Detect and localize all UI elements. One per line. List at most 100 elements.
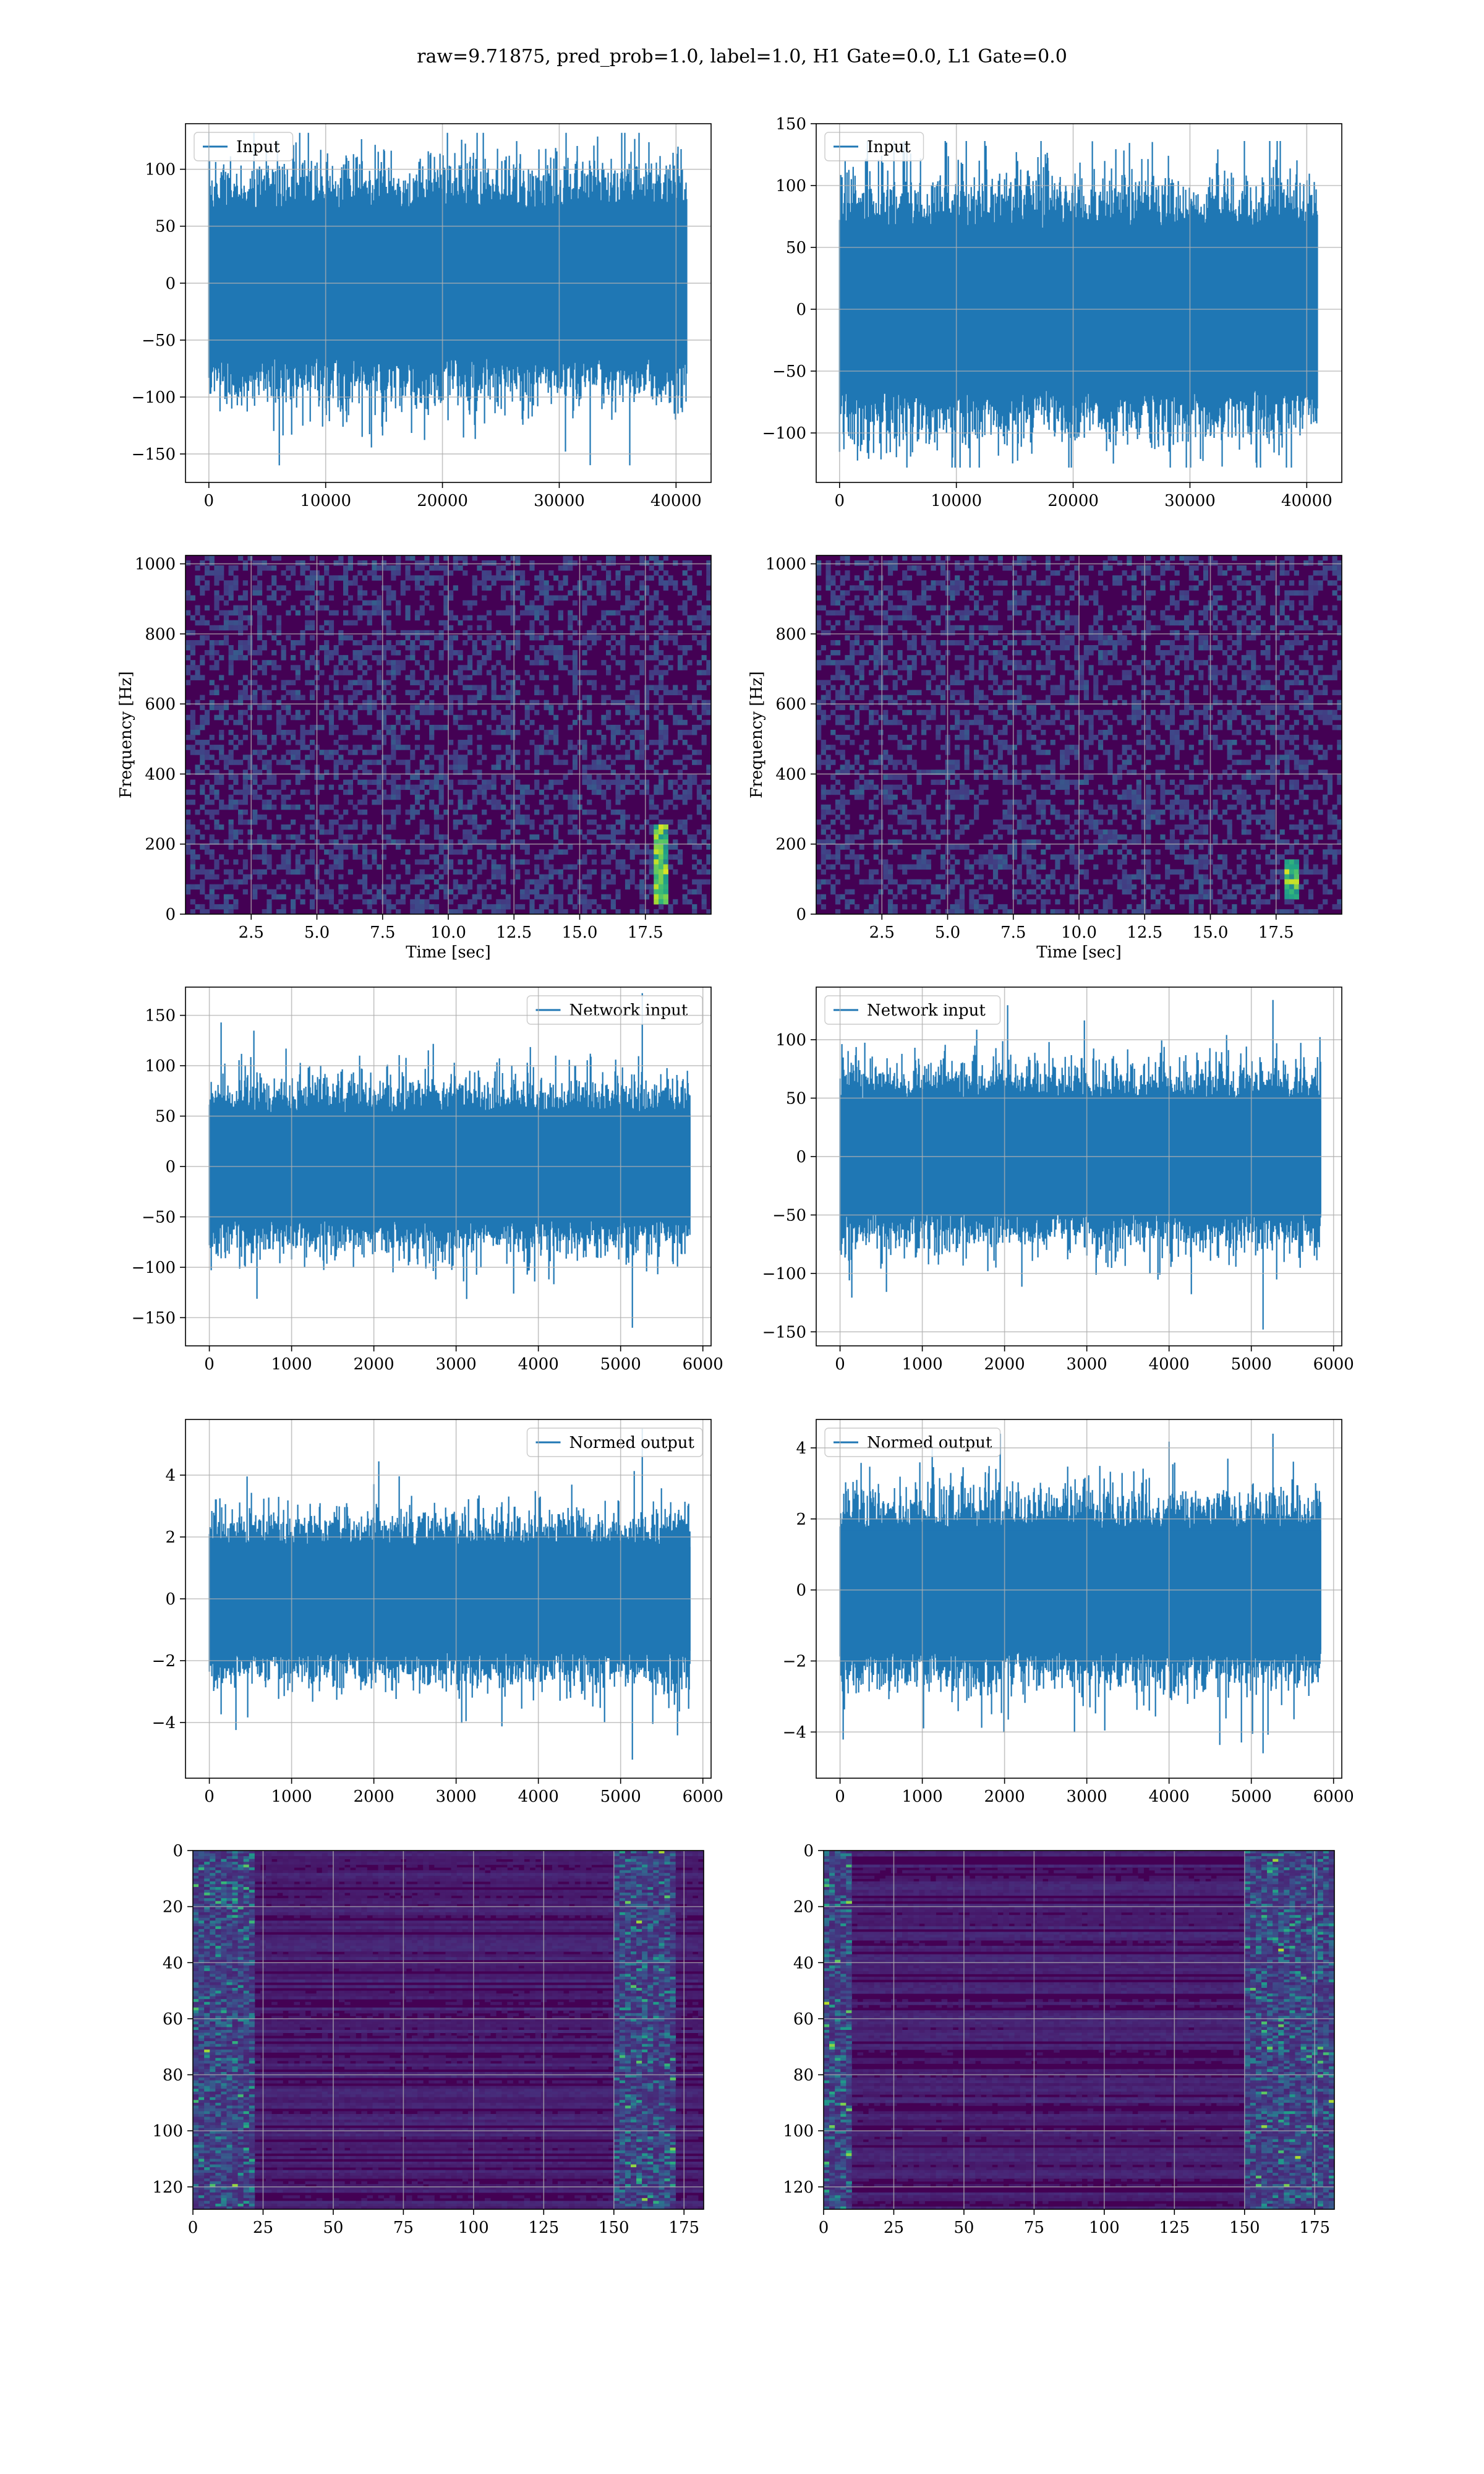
x-tick-label: 1000: [902, 1787, 943, 1806]
panel-input-l1: Input 0 10000 20000 30000 40000 150 100 50 0 −50 −1…: [762, 115, 1342, 510]
y-tick-label: 0: [796, 1582, 806, 1600]
y-tick-label: −50: [142, 1208, 176, 1226]
y-tick-label: −150: [132, 1309, 176, 1327]
y-tick-label: −100: [762, 1265, 806, 1283]
x-tick-label: 0: [204, 1355, 215, 1374]
x-tick-label: 0: [204, 492, 215, 510]
y-tick-label: 100: [775, 177, 806, 195]
axes-frame: [816, 123, 1342, 483]
x-tick-label: 100: [1089, 2219, 1120, 2237]
y-tick-label: 40: [163, 1954, 183, 1972]
axes-frame: [185, 123, 712, 483]
y-tick-label: 200: [775, 836, 806, 854]
x-tick-label: 125: [1159, 2219, 1190, 2237]
y-tick-label: −150: [132, 445, 176, 464]
x-tick-label: 5.0: [935, 923, 960, 942]
y-tick-label: 1000: [135, 555, 176, 574]
y-tick-label: −100: [132, 1259, 176, 1277]
y-tick-label: 0: [165, 1158, 176, 1176]
x-tick-label: 75: [1024, 2219, 1044, 2237]
x-tick-label: 2.5: [869, 923, 895, 942]
x-tick-label: 2000: [984, 1355, 1025, 1374]
x-tick-label: 3000: [1067, 1355, 1107, 1374]
panel-normed-output-l1: Normed output 0 1000 2000 3000 4000 5000 6000 4 2…: [783, 1419, 1354, 1806]
x-tick-label: 3000: [436, 1355, 477, 1374]
legend: Network input: [526, 995, 703, 1025]
x-tick-label: 3000: [1067, 1787, 1107, 1806]
x-tick-label: 100: [458, 2219, 489, 2237]
y-tick-label: 20: [163, 1898, 183, 1917]
y-tick-label: 0: [803, 1842, 814, 1860]
x-tick-label: 25: [884, 2219, 904, 2237]
panel-feature-map-h1: 0 25 50 75 100 125 150 175 0 20 40 60 80 100 120: [152, 1842, 704, 2237]
x-tick-label: 7.5: [370, 923, 395, 942]
x-tick-label: 150: [599, 2219, 629, 2237]
y-tick-label: −2: [783, 1652, 806, 1671]
x-tick-label: 2000: [354, 1355, 394, 1374]
y-tick-label: 0: [165, 275, 176, 293]
axes-frame: [192, 1850, 704, 2210]
x-tick-label: 6000: [1313, 1787, 1354, 1806]
y-tick-label: −4: [783, 1723, 806, 1742]
y-tick-label: −50: [142, 332, 176, 350]
y-tick-label: 50: [155, 1108, 176, 1126]
x-tick-label: 1000: [271, 1787, 312, 1806]
y-tick-label: 2: [165, 1528, 176, 1547]
x-tick-label: 50: [323, 2219, 343, 2237]
x-tick-label: 40000: [650, 492, 702, 510]
legend-frame: [824, 132, 924, 161]
y-tick-label: −4: [152, 1714, 176, 1732]
y-axis-label: Frequency [Hz]: [748, 671, 766, 798]
y-tick-label: 80: [163, 2066, 183, 2085]
x-tick-label: 6000: [683, 1787, 723, 1806]
y-tick-label: 800: [145, 625, 176, 644]
legend-frame: [824, 1427, 1001, 1457]
legend: Normed output: [526, 1427, 703, 1457]
x-tick-label: 1000: [271, 1355, 312, 1374]
y-tick-label: 400: [775, 765, 806, 784]
heatmap-cells: [193, 1851, 704, 2209]
x-tick-label: 2.5: [239, 923, 264, 942]
x-tick-label: 5.0: [304, 923, 330, 942]
y-tick-label: −50: [772, 362, 806, 381]
figure-suptitle: raw=9.71875, pred_prob=1.0, label=1.0, H…: [417, 46, 1067, 67]
x-tick-label: 2000: [354, 1787, 394, 1806]
axes-frame: [823, 1850, 1335, 2210]
x-tick-label: 30000: [1164, 492, 1216, 510]
x-tick-label: 25: [253, 2219, 273, 2237]
heatmap-cells: [824, 1851, 1334, 2209]
y-tick-label: 4: [796, 1439, 806, 1458]
y-tick-label: 1000: [765, 555, 806, 574]
y-tick-label: 40: [793, 1954, 814, 1972]
y-tick-label: 0: [165, 905, 176, 924]
x-tick-label: 10000: [300, 492, 351, 510]
x-tick-label: 5000: [1231, 1787, 1272, 1806]
y-tick-label: 150: [145, 1007, 176, 1025]
x-tick-label: 17.5: [1258, 923, 1294, 942]
x-tick-label: 3000: [436, 1787, 477, 1806]
x-tick-label: 6000: [683, 1355, 723, 1374]
x-tick-label: 40000: [1281, 492, 1333, 510]
legend: Input: [824, 132, 924, 161]
y-tick-label: 100: [145, 1057, 176, 1076]
x-tick-label: 15.0: [1193, 923, 1229, 942]
x-tick-label: 10000: [931, 492, 982, 510]
y-tick-label: 800: [775, 625, 806, 644]
axes-frame: [816, 987, 1342, 1346]
y-tick-label: 100: [152, 2122, 183, 2141]
x-tick-label: 150: [1229, 2219, 1260, 2237]
x-tick-label: 20000: [417, 492, 468, 510]
x-tick-label: 10.0: [1061, 923, 1097, 942]
legend: Normed output: [824, 1427, 1001, 1457]
y-tick-label: 600: [775, 695, 806, 714]
legend-label: Network input: [569, 1001, 688, 1020]
x-tick-label: 6000: [1313, 1355, 1354, 1374]
y-tick-label: 0: [173, 1842, 183, 1860]
x-axis-label: Time [sec]: [406, 943, 491, 962]
y-tick-label: 600: [145, 695, 176, 714]
legend: Network input: [824, 995, 1001, 1025]
y-tick-label: 0: [796, 905, 806, 924]
y-tick-label: 400: [145, 765, 176, 784]
legend-label: Normed output: [867, 1434, 992, 1452]
x-tick-label: 0: [835, 1355, 845, 1374]
